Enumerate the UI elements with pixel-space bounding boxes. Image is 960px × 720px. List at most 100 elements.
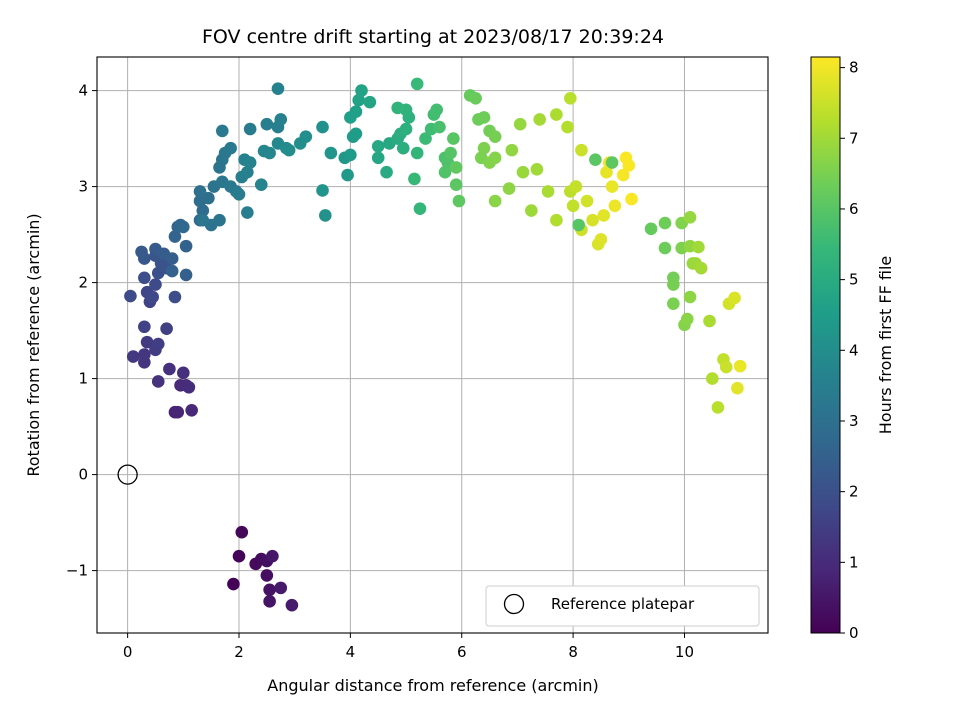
x-tick-label: 10: [675, 643, 694, 661]
data-point: [502, 182, 516, 195]
data-point: [477, 141, 491, 155]
data-point: [410, 77, 424, 91]
x-tick-label: 0: [123, 643, 133, 661]
data-point: [594, 233, 608, 246]
colorbar-tick-label: 6: [849, 200, 859, 218]
data-point: [433, 120, 446, 134]
x-tick-label: 2: [234, 643, 244, 661]
data-point: [566, 199, 580, 213]
data-point: [185, 403, 198, 417]
data-point: [589, 153, 602, 167]
data-point: [561, 120, 574, 134]
colorbar-tick-label: 8: [849, 59, 859, 77]
data-point: [146, 290, 159, 304]
data-point: [469, 91, 482, 105]
data-point: [719, 360, 733, 374]
y-tick-label: 3: [78, 178, 88, 196]
colorbar-tick-label: 5: [849, 271, 859, 289]
colorbar-tick-label: 1: [849, 553, 859, 571]
data-point: [349, 127, 363, 141]
data-point: [151, 337, 165, 351]
colorbar-tick-label: 2: [849, 483, 859, 501]
data-point: [213, 213, 226, 227]
data-point: [625, 192, 638, 206]
data-point: [711, 401, 725, 414]
data-point: [316, 184, 329, 197]
data-point: [477, 111, 491, 124]
plot-area: [96, 56, 769, 634]
y-axis-label: Rotation from reference (arcmin): [24, 213, 43, 476]
data-point: [179, 239, 193, 253]
data-point: [126, 350, 140, 363]
data-point: [569, 180, 583, 193]
plot-background: [97, 57, 768, 633]
data-point: [658, 216, 672, 230]
data-point: [605, 156, 619, 169]
data-point: [533, 113, 546, 126]
data-point: [235, 525, 249, 539]
data-point: [488, 151, 502, 165]
y-tick-label: 1: [78, 370, 88, 388]
data-point: [177, 366, 190, 380]
data-point: [564, 91, 577, 105]
data-point: [399, 122, 413, 136]
data-point: [138, 348, 151, 361]
data-point: [728, 291, 741, 305]
data-point: [285, 598, 299, 612]
data-point: [410, 146, 424, 160]
data-point: [227, 577, 240, 591]
data-point: [319, 209, 332, 222]
data-point: [396, 141, 410, 155]
data-point: [263, 583, 276, 597]
colorbar-tick-label: 3: [849, 412, 859, 430]
data-point: [177, 220, 190, 234]
y-tick-label: 2: [78, 274, 88, 292]
data-point: [667, 278, 680, 291]
data-point: [196, 213, 210, 227]
x-tick-label: 4: [346, 643, 356, 661]
x-axis-label: Angular distance from reference (arcmin): [267, 676, 598, 695]
data-point: [224, 141, 237, 155]
data-point: [352, 93, 366, 107]
data-point: [683, 211, 697, 224]
reference-marker: [117, 464, 138, 485]
data-point: [124, 289, 137, 303]
y-tick-label: 0: [78, 466, 88, 484]
data-point: [232, 549, 246, 563]
data-point: [202, 191, 215, 205]
data-point: [163, 362, 176, 376]
x-axis-ticks: 0 2 4 6 8 10: [123, 633, 694, 661]
data-point: [391, 101, 404, 115]
data-point: [355, 84, 368, 97]
data-point: [344, 148, 357, 162]
colorbar-tick-label: 7: [849, 129, 859, 147]
legend-label: Reference platepar: [551, 595, 695, 613]
data-point: [444, 146, 457, 160]
data-point: [349, 105, 363, 119]
data-point: [140, 335, 154, 349]
data-point: [363, 95, 377, 109]
y-tick-label: −1: [66, 562, 88, 580]
data-point: [263, 146, 276, 160]
data-point: [706, 372, 719, 385]
data-point: [254, 178, 268, 191]
data-point: [449, 178, 463, 191]
data-point: [138, 271, 151, 285]
data-point: [488, 194, 502, 208]
data-point: [260, 117, 274, 131]
data-point: [575, 143, 588, 157]
data-point: [215, 124, 229, 138]
data-point: [644, 222, 658, 236]
data-point: [586, 213, 599, 227]
data-point: [530, 163, 544, 176]
data-point: [438, 165, 452, 179]
data-point: [241, 165, 254, 179]
data-point: [580, 194, 594, 208]
data-point: [694, 261, 708, 275]
data-point: [274, 113, 288, 126]
data-point: [505, 143, 519, 157]
data-point: [541, 185, 555, 198]
data-point: [430, 103, 443, 117]
data-point: [263, 595, 276, 608]
data-point: [572, 218, 585, 232]
